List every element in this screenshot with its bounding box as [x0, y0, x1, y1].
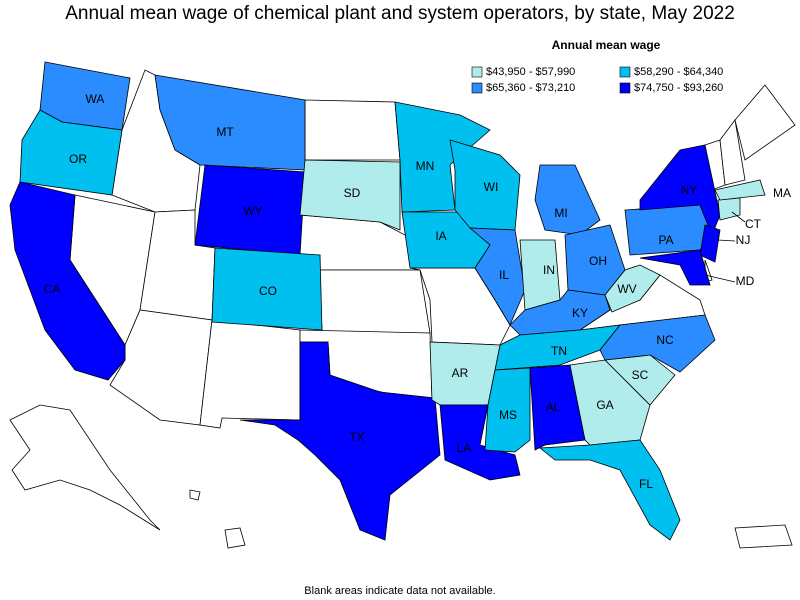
- state-label: SC: [632, 368, 649, 382]
- state-label: OH: [589, 254, 607, 268]
- state: [714, 179, 766, 201]
- legend-title: Annual mean wage: [552, 38, 661, 52]
- state-label: MS: [499, 408, 517, 422]
- legend-swatch: [619, 66, 631, 78]
- state-label: WA: [86, 92, 105, 106]
- state: [717, 197, 741, 221]
- state-label: KY: [572, 306, 588, 320]
- title: Annual mean wage of chemical plant and s…: [65, 3, 735, 24]
- state-label: OR: [69, 152, 87, 166]
- state: [9, 181, 126, 381]
- state: [538, 439, 681, 541]
- legend-label: $43,950 - $57,990: [486, 66, 575, 78]
- legend-label: $74,750 - $93,260: [634, 82, 723, 94]
- state-label: WY: [243, 204, 262, 218]
- state-label: CT: [745, 217, 762, 231]
- leader-line: [717, 239, 736, 242]
- state-label: MA: [773, 186, 791, 200]
- state-label: IL: [499, 268, 509, 282]
- state-label: IA: [435, 229, 446, 243]
- state: [604, 264, 661, 313]
- state: [211, 247, 323, 331]
- state: [189, 489, 201, 501]
- state: [299, 159, 401, 231]
- state-label: AL: [546, 400, 561, 414]
- state: [639, 249, 711, 286]
- state: [239, 341, 441, 541]
- state-label: NC: [656, 333, 674, 347]
- leader-line: [731, 211, 746, 223]
- state-label: WI: [484, 180, 499, 194]
- state: [224, 527, 246, 549]
- leader-line: [704, 274, 736, 283]
- state-label: MD: [736, 274, 755, 288]
- state: [154, 74, 306, 171]
- state-label: MN: [416, 159, 435, 173]
- state: [9, 404, 161, 531]
- state-label: CO: [259, 284, 277, 298]
- state-label: CA: [44, 282, 61, 296]
- blank-states: [9, 69, 796, 549]
- state: [199, 319, 301, 429]
- state-label: MI: [554, 206, 567, 220]
- state: [639, 144, 721, 237]
- state-label: TX: [349, 430, 364, 444]
- state-label: LA: [457, 441, 472, 455]
- state: [529, 364, 586, 451]
- state: [439, 404, 521, 481]
- state: [534, 164, 601, 236]
- legend-label: $65,360 - $73,210: [486, 82, 575, 94]
- state: [734, 84, 796, 161]
- state-label: WV: [617, 282, 636, 296]
- state: [19, 109, 123, 196]
- state-label: TN: [551, 344, 567, 358]
- legend-label: $58,290 - $64,340: [634, 66, 723, 78]
- state-label: GA: [596, 398, 613, 412]
- state: [599, 314, 716, 373]
- state: [734, 524, 793, 549]
- state-label: IN: [543, 263, 555, 277]
- state-label: AR: [452, 366, 469, 380]
- state: [699, 224, 721, 263]
- state: [394, 101, 491, 213]
- state-label: NJ: [736, 233, 751, 247]
- state: [624, 204, 713, 256]
- state-label: NY: [681, 183, 698, 197]
- state-label: MT: [216, 125, 234, 139]
- state: [319, 269, 431, 334]
- state-label: SD: [344, 186, 361, 200]
- state-label: PA: [658, 233, 673, 247]
- legend-swatch: [471, 82, 483, 94]
- state-label: FL: [639, 477, 653, 491]
- legend-swatch: [471, 66, 483, 78]
- state: [719, 119, 746, 186]
- footnote: Blank areas indicate data not available.: [304, 585, 495, 597]
- legend-swatch: [619, 82, 631, 94]
- state: [468, 227, 526, 326]
- state: [304, 99, 401, 161]
